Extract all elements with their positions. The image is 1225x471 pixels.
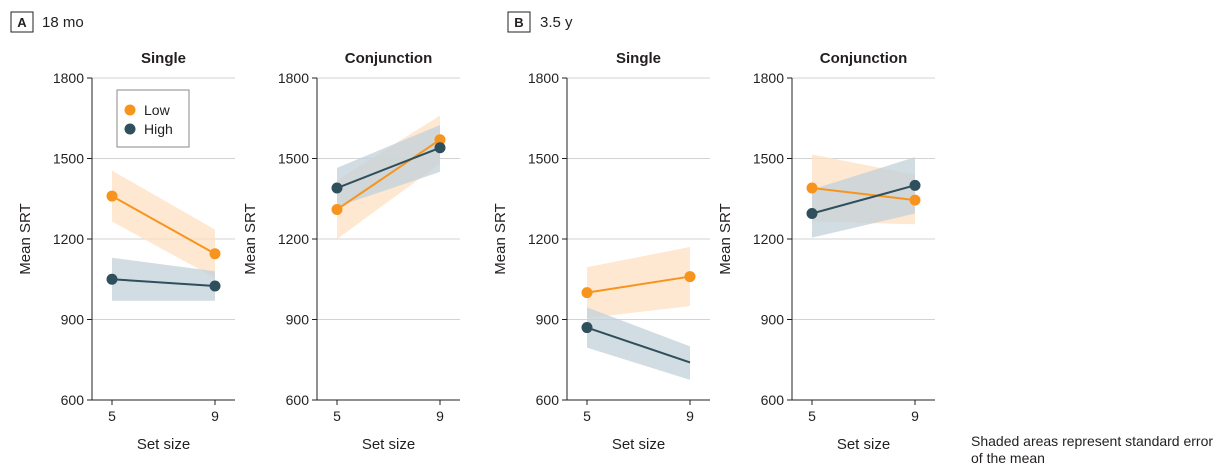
x-tick-label: 9 [436,408,444,424]
series-line-low [811,187,916,202]
chart-2: 600 900 1200 1500 1800 5 9 Conjunction Set size M… [242,50,460,453]
y-tick-label: 900 [286,312,310,328]
x-tick-label: 9 [211,408,219,424]
y-tick-label: 1800 [278,70,309,86]
y-tick-label: 600 [286,392,310,408]
x-tick-label: 5 [583,408,591,424]
x-tick-label: 9 [686,408,694,424]
x-axis-label: Set size [137,436,190,453]
chart-1: 600 900 1200 1500 1800 5 9 Single Set size Mean S… [17,50,235,453]
y-axis-label: Mean SRT [242,203,259,274]
chart-3: 600 900 1200 1500 1800 5 9 Single Set size Mean S… [492,50,710,453]
x-tick-label: 5 [808,408,816,424]
data-point-high [909,179,921,191]
legend-marker-high [124,123,136,135]
data-point-low [106,190,118,202]
data-point-low [909,194,921,206]
chart-title: Conjunction [820,50,907,67]
x-tick-label: 5 [108,408,116,424]
data-point-low [209,248,221,260]
y-axis-label: Mean SRT [492,203,509,274]
y-axis-label: Mean SRT [17,203,34,274]
legend: Low High [116,89,190,148]
y-tick-label: 1800 [753,70,784,86]
data-point-high [581,322,593,334]
y-tick-label: 600 [761,392,785,408]
se-band-high [587,307,690,380]
data-point-low [434,134,446,146]
legend-label-low: Low [144,102,171,118]
y-tick-label: 900 [536,312,560,328]
y-tick-label: 900 [761,312,785,328]
panel-a-letter: A [17,15,27,30]
y-axis-label: Mean SRT [717,203,734,274]
y-tick-label: 600 [61,392,85,408]
series-line-low [111,195,216,255]
se-band-high [812,157,915,238]
series-line-high [586,326,691,364]
y-tick-label: 1200 [753,231,784,247]
panel-b-letter: B [514,15,523,30]
data-point-high [434,142,446,154]
legend-box [116,89,190,148]
series-line-high [111,278,216,287]
x-tick-label: 5 [333,408,341,424]
x-axis-label: Set size [612,436,665,453]
y-tick-label: 900 [61,312,85,328]
y-tick-label: 1500 [528,151,559,167]
x-tick-label: 9 [911,408,919,424]
y-tick-label: 1200 [53,231,84,247]
data-point-high [209,280,221,292]
chart-title: Single [141,50,186,67]
y-tick-label: 1500 [753,151,784,167]
y-tick-label: 1800 [528,70,559,86]
data-point-low [684,271,696,283]
panel-b-header: B 3.5 y [507,11,573,33]
se-band-high [112,257,215,301]
chart-title: Single [616,50,661,67]
data-point-low [581,287,593,299]
x-axis-label: Set size [837,436,890,453]
series-line-high [811,184,916,215]
panel-b-label: 3.5 y [540,14,573,31]
panel-a-header: A 18 mo [10,11,84,33]
series-line-high [336,146,441,189]
panel-a-label: 18 mo [42,14,84,31]
legend-label-high: High [144,121,173,137]
y-tick-label: 600 [536,392,560,408]
se-band-low [587,247,690,319]
series-line-low [586,275,691,294]
legend-marker-low [124,104,136,116]
y-tick-label: 1500 [53,151,84,167]
data-point-low [806,182,818,194]
data-point-high [806,208,818,220]
footnote: Shaded areas represent standard error of… [971,433,1214,466]
y-tick-label: 1800 [53,70,84,86]
y-tick-label: 1200 [278,231,309,247]
x-axis-label: Set size [362,436,415,453]
data-point-low [331,203,343,215]
chart-title: Conjunction [345,50,432,67]
se-band-high [337,124,440,207]
data-point-high [331,182,343,194]
y-tick-label: 1500 [278,151,309,167]
charts: 600 900 1200 1500 1800 5 9 Single Set size Mean S… [17,50,935,453]
series-line-low [336,138,441,211]
chart-4: 600 900 1200 1500 1800 5 9 Conjunction Set size M… [717,50,935,453]
data-point-high [106,273,118,285]
y-tick-label: 1200 [528,231,559,247]
